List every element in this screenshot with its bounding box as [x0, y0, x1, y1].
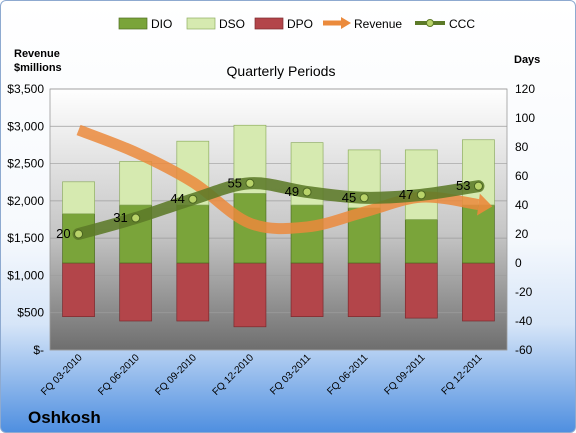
- legend-label-dso: DSO: [219, 17, 245, 31]
- left-axis-title-line2: $millions: [14, 62, 62, 74]
- right-tick-label: 40: [515, 198, 529, 212]
- ccc-data-label: 55: [227, 175, 241, 190]
- ccc-data-label: 31: [113, 210, 127, 225]
- ccc-marker: [416, 190, 426, 200]
- bar-dio: [290, 204, 324, 264]
- right-tick-label: 20: [515, 227, 529, 241]
- category-axis-ticks: FQ 03-2010 FQ 06-2010 FQ 09-2010 FQ 12-2010…: [39, 352, 485, 398]
- bar-dpo: [62, 262, 95, 318]
- bar-dso: [462, 139, 495, 206]
- ccc-data-label: 20: [56, 226, 70, 241]
- legend-swatch-dpo: [254, 17, 284, 30]
- bar-dio: [176, 204, 210, 264]
- category-label: FQ 12-2010: [211, 352, 257, 398]
- category-label: FQ 09-2011: [382, 352, 427, 397]
- ccc-marker: [302, 187, 312, 197]
- left-axis-title-line1: Revenue: [14, 48, 60, 60]
- ccc-data-label: 45: [342, 190, 356, 205]
- ccc-marker: [359, 193, 369, 203]
- ccc-data-label: 44: [170, 191, 184, 206]
- legend-swatch-dio: [118, 17, 148, 30]
- ccc-marker: [131, 213, 141, 223]
- bar-dpo: [462, 262, 495, 322]
- ccc-marker: [245, 178, 255, 188]
- chart-title: Quarterly Periods: [227, 63, 336, 79]
- bar-dso: [62, 181, 95, 215]
- legend-label-dpo: DPO: [287, 17, 313, 31]
- left-tick-label: $3,500: [7, 82, 44, 96]
- bar-dso: [404, 149, 438, 220]
- legend-swatch-dso: [186, 17, 216, 30]
- legend-swatch-ccc: [415, 19, 445, 27]
- legend-label-revenue: Revenue: [354, 17, 402, 31]
- legend: DIO DSO DPO Revenue CCC: [118, 17, 475, 31]
- right-tick-label: 0: [515, 256, 522, 270]
- ccc-marker: [473, 181, 483, 191]
- right-axis-title: Days: [514, 54, 540, 66]
- company-name: Oshkosh: [28, 408, 101, 427]
- bar-dpo: [233, 262, 267, 328]
- left-tick-label: $500: [17, 306, 44, 320]
- legend-label-dio: DIO: [151, 17, 172, 31]
- left-axis-ticks: $- $500 $1,000 $1,500 $2,000 $2,500 $3,000 $3,5…: [7, 82, 44, 357]
- bar-dpo: [290, 262, 324, 318]
- left-tick-label: $-: [33, 343, 44, 357]
- ccc-series: 20 31 44 55 49 45 47 53: [56, 175, 485, 241]
- bar-dpo: [119, 262, 153, 322]
- right-tick-label: -40: [515, 314, 533, 328]
- left-tick-label: $3,000: [7, 119, 44, 133]
- right-tick-label: 60: [515, 169, 529, 183]
- right-tick-label: 80: [515, 140, 529, 154]
- ccc-marker: [188, 194, 198, 204]
- category-label: FQ 06-2010: [96, 352, 142, 398]
- right-tick-label: 100: [515, 111, 535, 125]
- legend-swatch-revenue: [323, 17, 351, 29]
- bar-dpo: [404, 262, 438, 319]
- right-tick-label: 120: [515, 82, 535, 96]
- bar-dso: [119, 161, 153, 206]
- category-label: FQ 03-2010: [39, 352, 85, 398]
- left-tick-label: $2,000: [7, 194, 44, 208]
- right-tick-label: -60: [515, 343, 533, 357]
- legend-label-ccc: CCC: [449, 17, 475, 31]
- category-label: FQ 09-2010: [153, 352, 199, 398]
- right-tick-label: -20: [515, 285, 533, 299]
- ccc-data-label: 53: [456, 178, 470, 193]
- bar-dpo: [176, 262, 210, 322]
- left-tick-label: $2,500: [7, 157, 44, 171]
- category-label: FQ 03-2011: [268, 352, 313, 397]
- ccc-data-label: 49: [285, 184, 299, 199]
- category-label: FQ 12-2011: [440, 352, 485, 397]
- left-tick-label: $1,500: [7, 231, 44, 245]
- category-label: FQ 06-2011: [325, 352, 370, 397]
- revenue-arrowhead: [477, 193, 493, 216]
- ccc-marker: [74, 229, 84, 239]
- right-axis-ticks: -60 -40 -20 0 20 40 60 80 100 120: [515, 82, 535, 357]
- bar-dio: [404, 219, 438, 264]
- left-tick-label: $1,000: [7, 268, 44, 282]
- ccc-line: [72, 177, 485, 240]
- bar-dpo: [347, 262, 381, 318]
- ccc-data-label: 47: [399, 187, 413, 202]
